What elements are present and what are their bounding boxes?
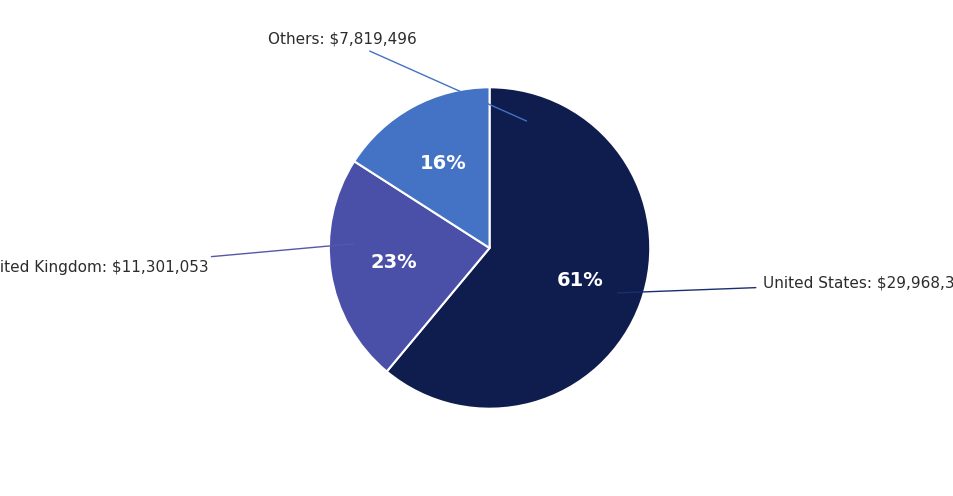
Wedge shape (354, 87, 489, 248)
Text: 16%: 16% (419, 154, 466, 173)
Wedge shape (329, 161, 489, 372)
Text: United Kingdom: $11,301,053: United Kingdom: $11,301,053 (0, 244, 354, 275)
Text: Others: $7,819,496: Others: $7,819,496 (268, 32, 526, 121)
Text: United States: $29,968,302: United States: $29,968,302 (617, 276, 953, 293)
Wedge shape (386, 87, 650, 409)
Text: 23%: 23% (371, 253, 417, 272)
Text: 61%: 61% (557, 271, 603, 290)
